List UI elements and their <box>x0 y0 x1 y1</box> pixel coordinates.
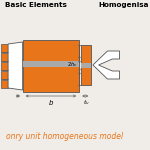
Bar <box>23 40 79 92</box>
Text: $2h_v$: $2h_v$ <box>68 61 78 69</box>
Bar <box>1 62 8 70</box>
Bar <box>81 45 91 85</box>
Text: $t_v$: $t_v$ <box>82 98 90 107</box>
Text: Basic Elements: Basic Elements <box>5 2 67 8</box>
Polygon shape <box>93 51 120 79</box>
Bar <box>23 61 79 67</box>
Bar <box>1 71 8 79</box>
Text: $b$: $b$ <box>48 98 54 107</box>
Text: onry unit homogeneous model: onry unit homogeneous model <box>6 132 123 141</box>
Bar <box>1 44 8 52</box>
Bar <box>81 63 91 68</box>
Polygon shape <box>8 42 23 90</box>
Bar <box>1 80 8 88</box>
Bar <box>1 53 8 61</box>
Text: Homogenisa: Homogenisa <box>99 2 149 8</box>
